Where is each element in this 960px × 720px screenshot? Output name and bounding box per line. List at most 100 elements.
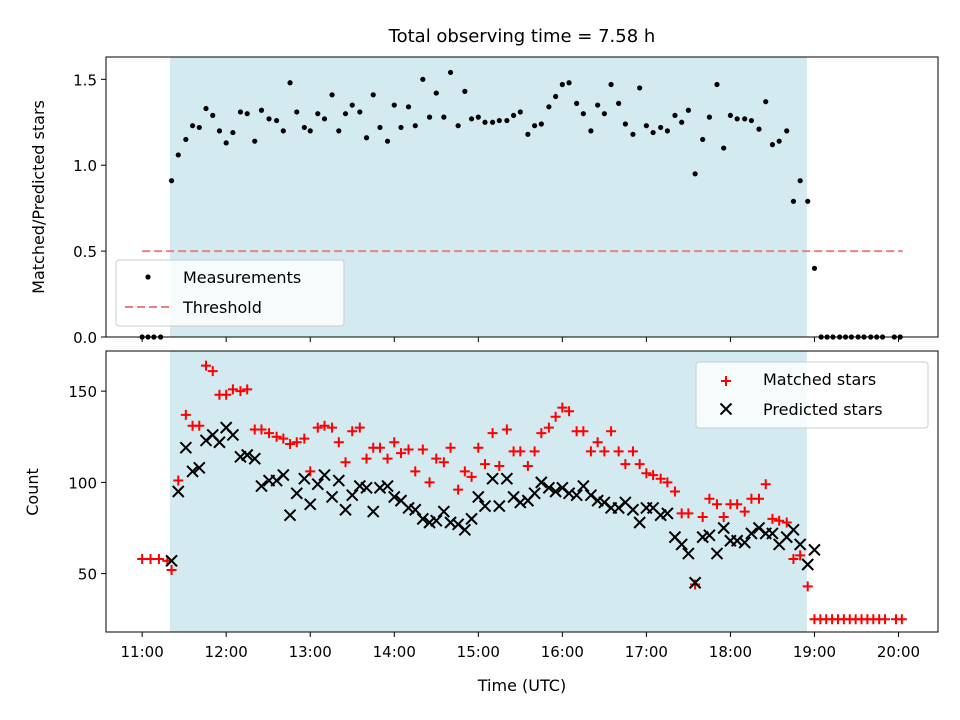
matched-star-point <box>732 499 743 510</box>
matched-star-point <box>431 453 442 464</box>
predicted-star-point <box>787 523 800 537</box>
x-tick-label: 16:00 <box>541 643 584 661</box>
predicted-star-point <box>577 479 590 493</box>
matched-star-point <box>522 460 533 471</box>
matched-star-point <box>641 468 652 479</box>
measurement-point <box>391 102 397 108</box>
measurement-point <box>643 123 649 129</box>
measurement-point <box>274 117 280 124</box>
matched-star-point <box>278 433 289 444</box>
matched-star-point <box>347 426 358 437</box>
measurement-point <box>776 138 782 144</box>
matched-star-point <box>648 470 659 481</box>
matched-star-point <box>529 446 540 457</box>
top-legend: Measurements Threshold <box>115 259 345 327</box>
matched-star-point <box>319 420 330 431</box>
predicted-star-point <box>766 527 779 540</box>
measurement-point <box>168 178 175 184</box>
measurement-point <box>679 119 685 125</box>
predicted-star-point <box>298 472 311 485</box>
x-tick-label: 19:00 <box>793 643 836 661</box>
matched-star-point <box>578 426 589 437</box>
measurement-point <box>244 111 250 117</box>
measurement-point <box>482 119 488 125</box>
matched-star-point <box>299 433 310 444</box>
count-panel: 50 100 150 11:00 12:00 13:00 14:00 15:00 16:00 17… <box>23 350 939 695</box>
predicted-star-point <box>688 576 702 589</box>
predicted-star-point <box>738 536 751 549</box>
matched-star-point <box>718 512 729 523</box>
measurement-point <box>237 109 244 115</box>
measurement-point <box>714 81 720 88</box>
matched-star-point <box>410 466 421 477</box>
predicted-star-point <box>318 468 331 482</box>
measurement-point <box>525 131 531 137</box>
predicted-star-point <box>304 498 317 511</box>
matched-star-point <box>374 442 385 453</box>
predicted-star-point <box>248 452 261 465</box>
matched-star-point <box>739 506 750 517</box>
predicted-star-point <box>458 523 472 537</box>
matched-star-point <box>417 444 428 455</box>
matched-star-point <box>173 475 184 486</box>
measurement-point <box>517 109 523 115</box>
measurement-point <box>784 128 790 134</box>
legend-box <box>695 361 929 429</box>
x-tick-label: 18:00 <box>709 643 752 661</box>
predicted-star-point <box>682 547 695 560</box>
matched-star-point <box>340 457 351 468</box>
measurement-point <box>342 111 349 117</box>
matched-star-point <box>312 422 323 433</box>
matched-star-point <box>445 442 456 453</box>
predicted-star-point <box>179 441 193 454</box>
predicted-star-point <box>808 543 821 557</box>
measurement-point <box>329 92 335 98</box>
measurement-point <box>553 93 559 100</box>
matched-star-point <box>473 442 484 453</box>
predicted-star-point <box>437 505 451 518</box>
matched-star-point <box>662 477 673 488</box>
matched-star-point <box>795 550 806 561</box>
measurement-point <box>664 128 670 134</box>
matched-star-point <box>382 453 393 464</box>
top-ylabel: Matched/Predicted stars <box>29 100 48 294</box>
matched-star-point <box>424 477 435 488</box>
predicted-star-point <box>514 496 527 509</box>
measurement-point <box>216 128 223 134</box>
predicted-star-point <box>240 448 254 462</box>
predicted-star-point <box>710 547 724 560</box>
measurement-point <box>622 121 628 127</box>
predicted-star-point <box>570 488 583 502</box>
matched-star-point <box>395 448 406 459</box>
chart-title: Total observing time = 7.58 h <box>388 26 656 47</box>
matched-star-point <box>354 422 365 433</box>
measurement-point <box>734 116 740 122</box>
measurement-point <box>790 198 797 204</box>
measurement-point <box>294 109 300 115</box>
matched-star-point <box>459 466 470 477</box>
matched-star-point <box>207 366 218 377</box>
measurement-point <box>685 107 692 113</box>
x-tick-label: 20:00 <box>877 643 920 661</box>
predicted-star-point <box>367 505 380 518</box>
measurement-point <box>574 100 580 106</box>
matched-star-point <box>487 428 498 439</box>
matched-star-point <box>285 439 296 450</box>
matched-star-point <box>613 446 624 457</box>
measurement-point <box>510 112 517 119</box>
matched-star-point <box>550 411 561 422</box>
plot-frame <box>105 350 939 633</box>
matched-star-point <box>564 406 575 417</box>
predicted-star-point <box>226 428 240 442</box>
measurement-point <box>742 116 748 122</box>
matched-star-point <box>389 437 400 448</box>
matched-star-point <box>767 513 778 524</box>
predicted-star-point <box>465 512 478 526</box>
measurement-point <box>266 116 272 122</box>
matched-star-point <box>501 424 512 435</box>
matched-star-point <box>683 508 694 519</box>
matched-star-point <box>438 457 449 468</box>
measurement-point <box>797 178 803 184</box>
predicted-star-point <box>535 476 548 489</box>
matched-star-point <box>585 446 596 457</box>
